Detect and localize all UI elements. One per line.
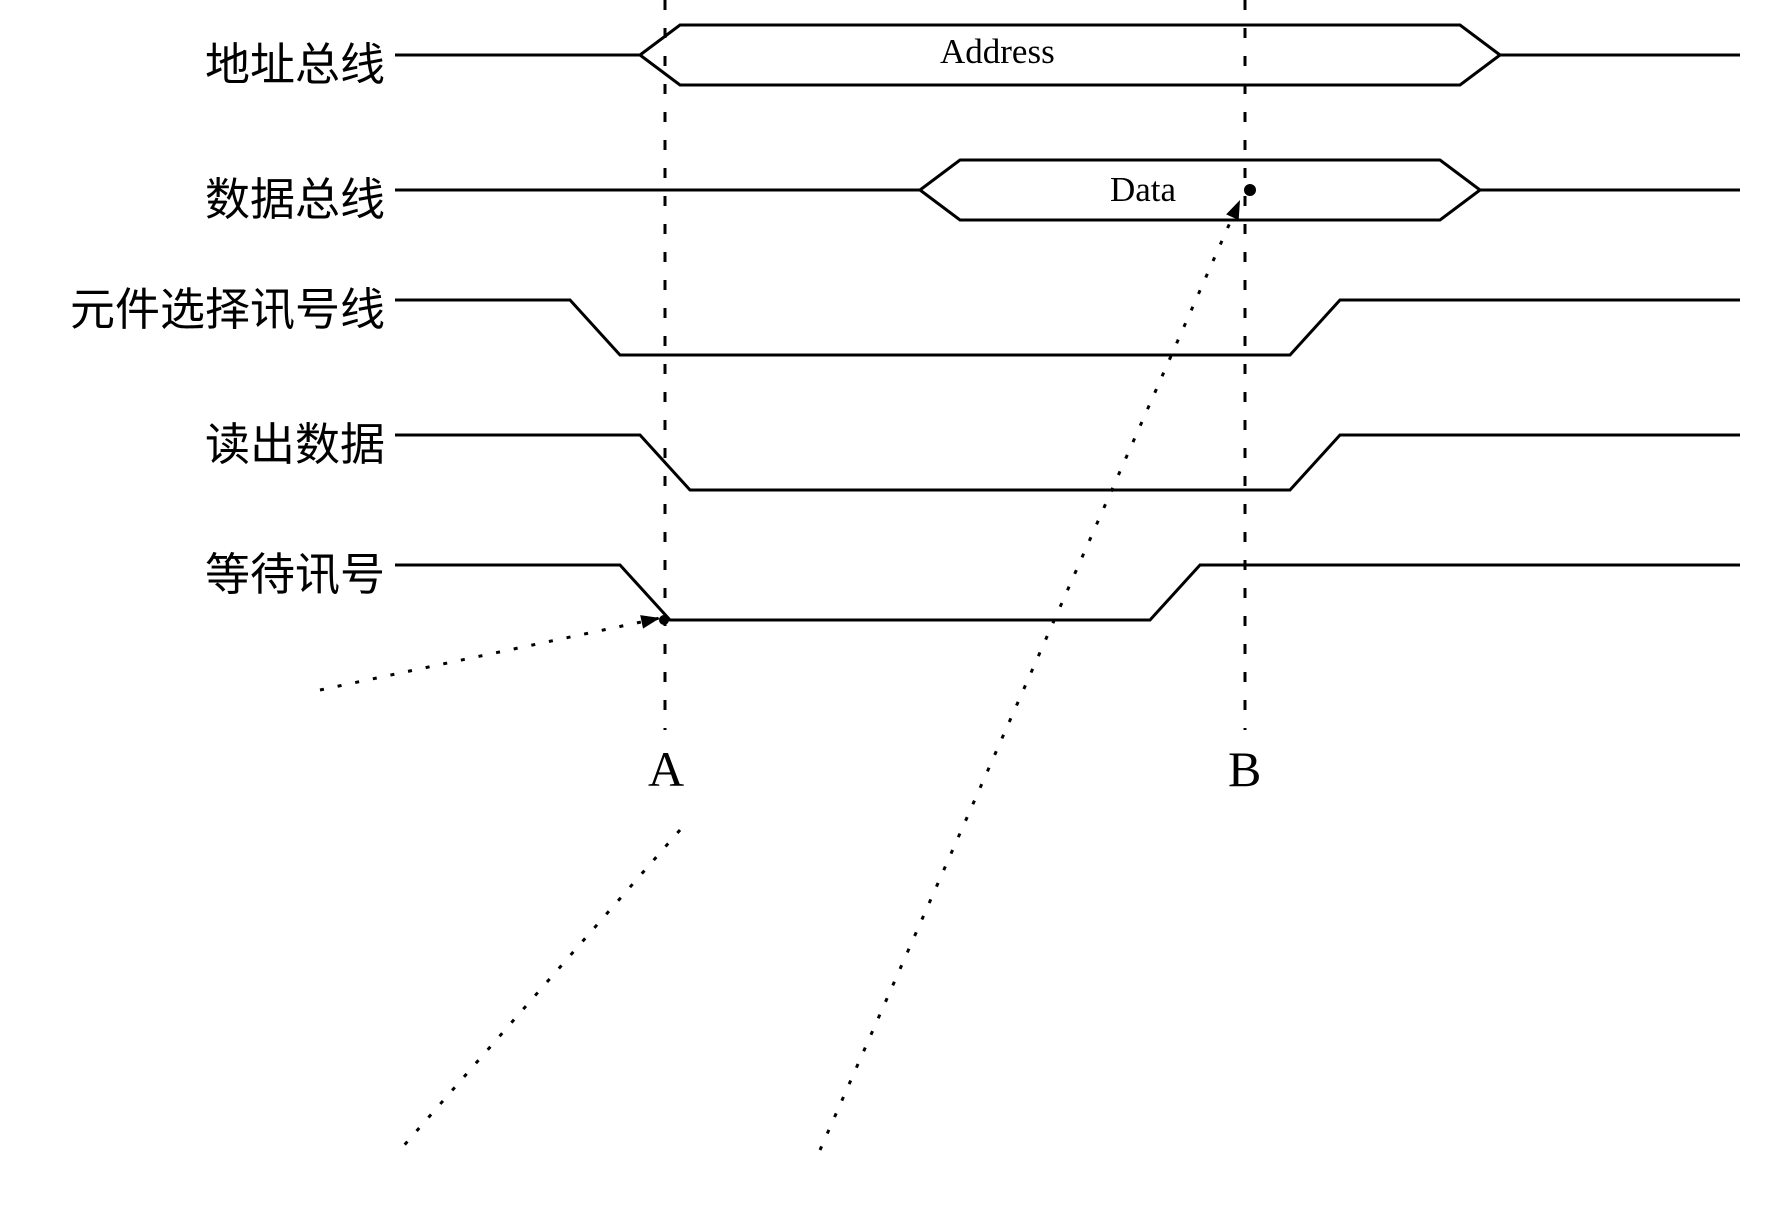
timing-diagram	[0, 0, 1779, 1220]
